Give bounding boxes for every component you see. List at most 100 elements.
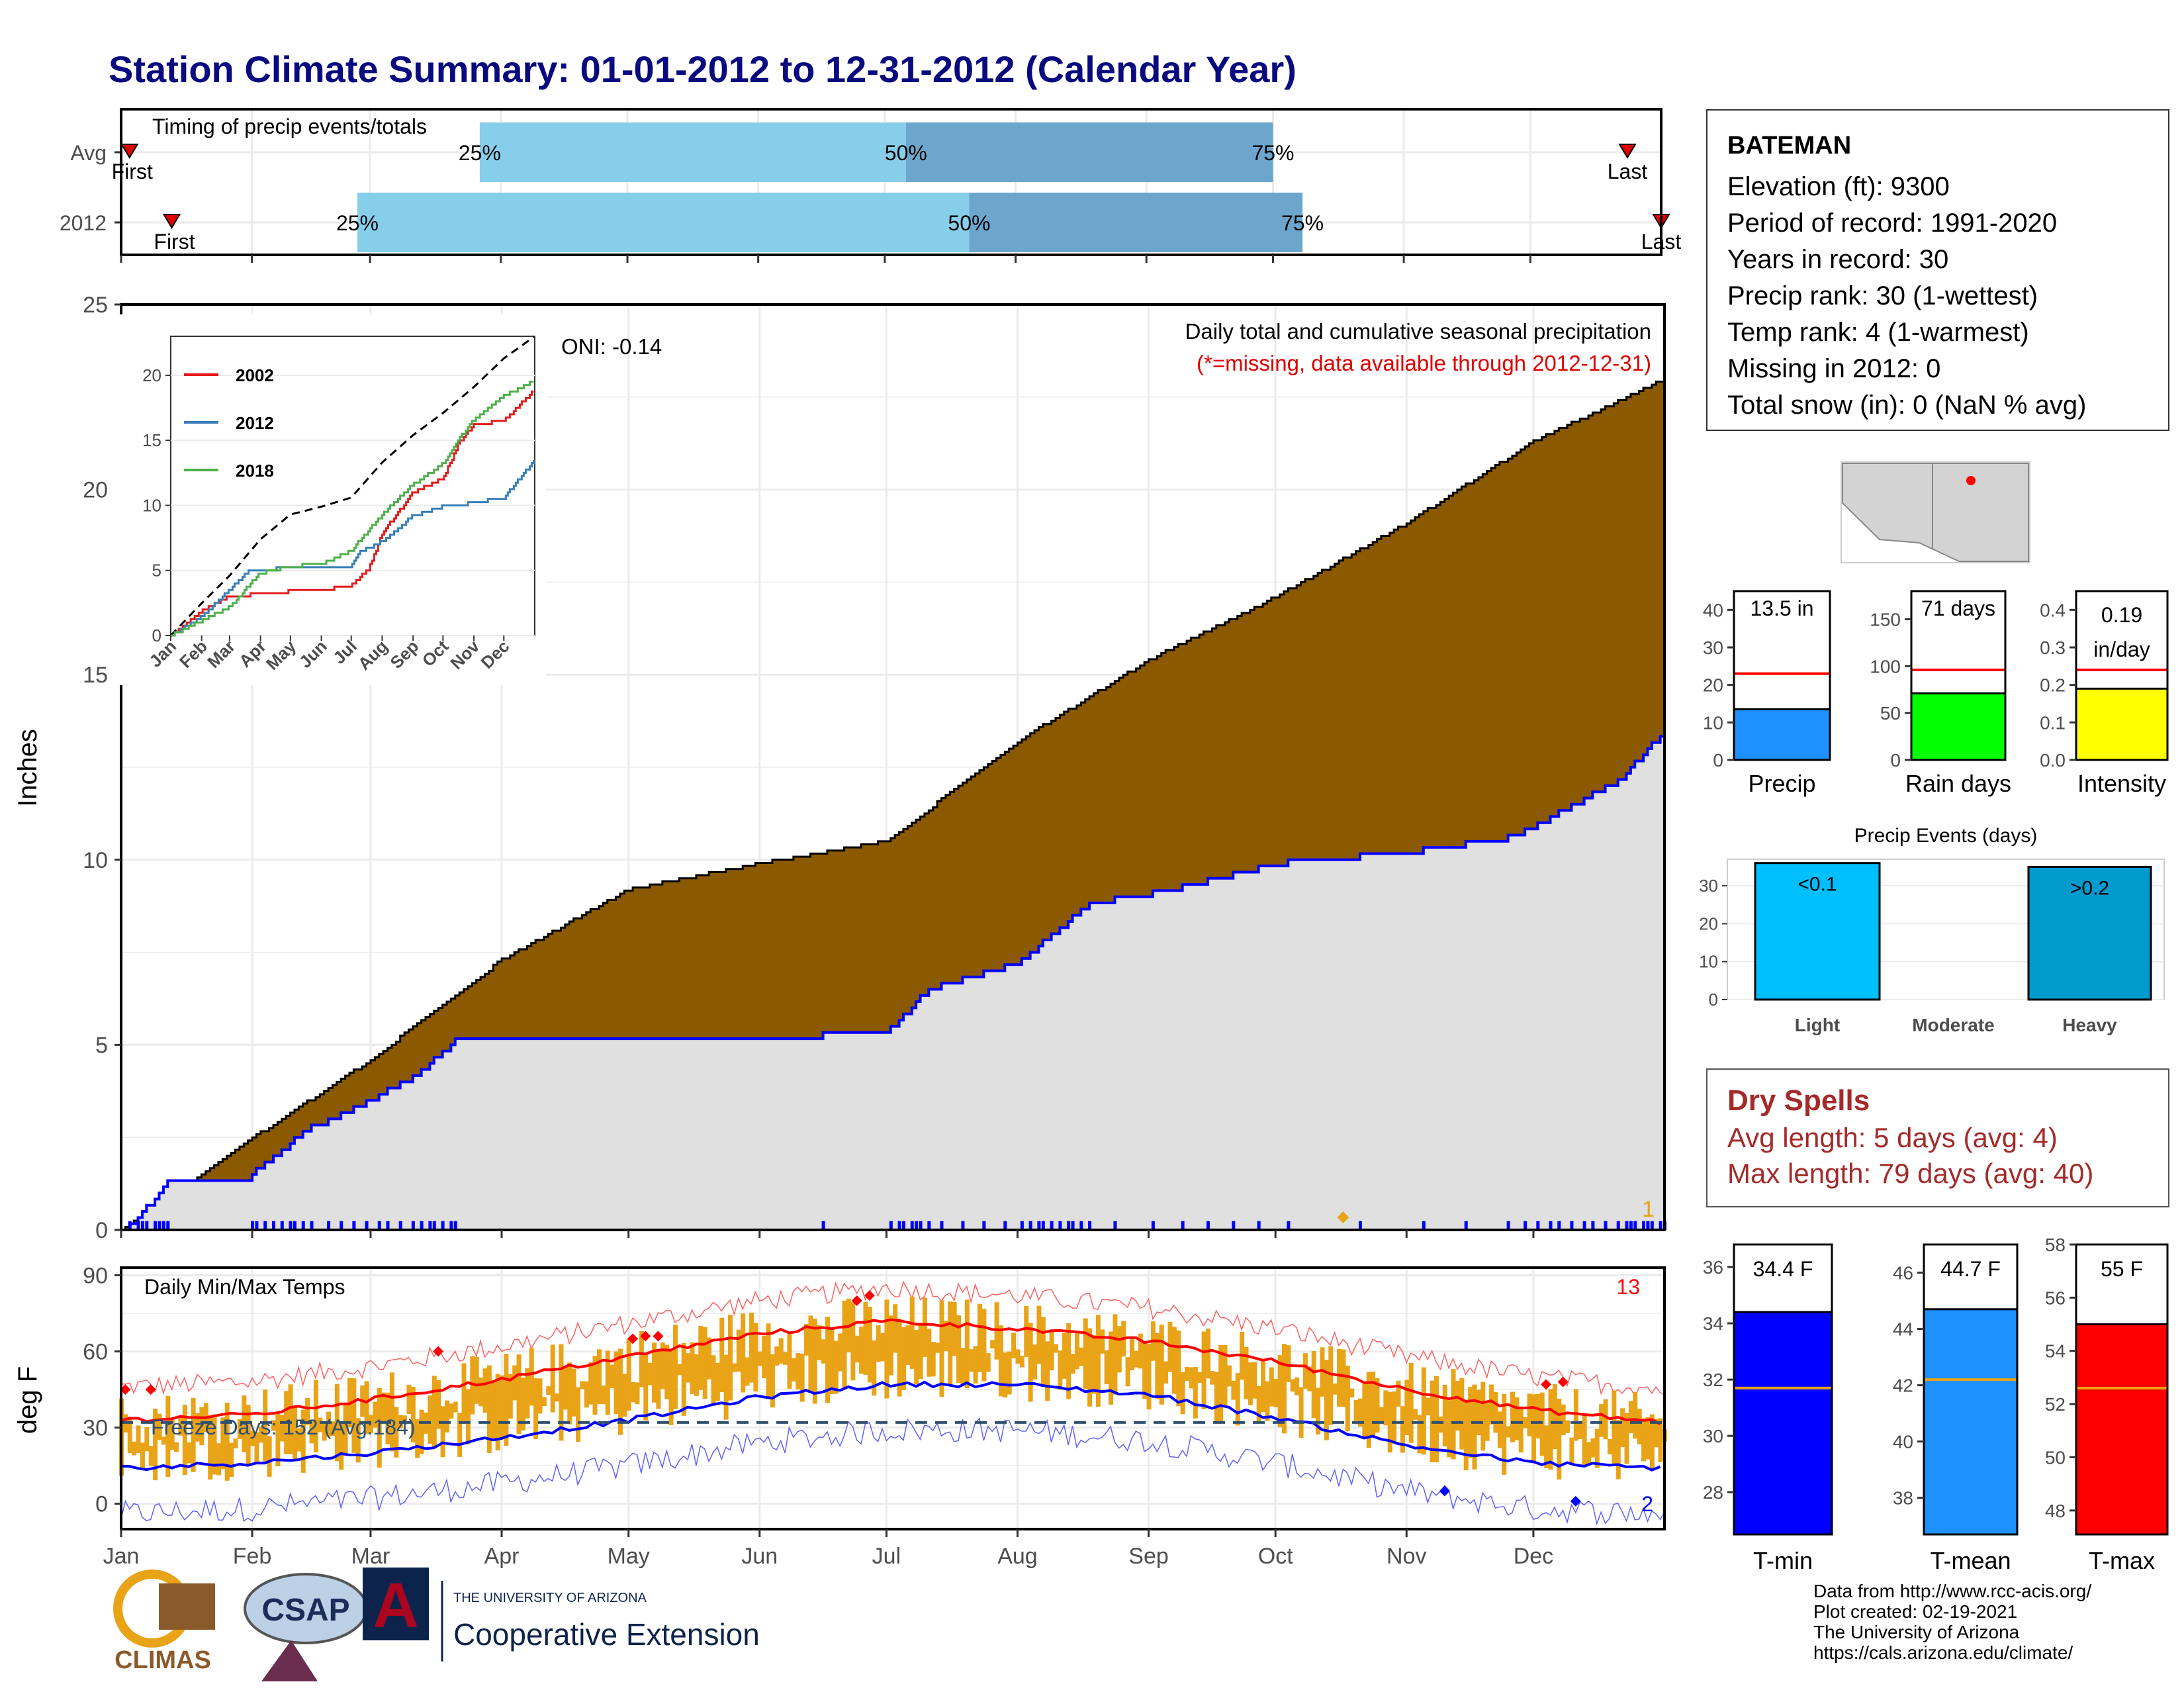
daily-precip-bar: [1570, 1221, 1574, 1230]
daily-precip-bar: [982, 1221, 986, 1230]
daily-temp-bar: [1062, 1333, 1067, 1379]
daily-precip-bar: [1557, 1221, 1561, 1230]
daily-temp-bar: [610, 1364, 615, 1388]
daily-temp-bar: [1142, 1341, 1148, 1399]
dry-spells-max: Max length: 79 days (avg: 40): [1727, 1158, 2094, 1189]
y-tick-label: 10: [83, 848, 108, 873]
event-bar: [2027, 865, 2152, 1001]
daily-temp-bar: [267, 1436, 272, 1477]
temp-summary-tick-label: 56: [2045, 1288, 2066, 1308]
daily-temp-bar: [1641, 1418, 1647, 1462]
daily-temp-bar: [263, 1389, 268, 1464]
first-event-label: First: [154, 230, 195, 254]
record-high-count: 13: [1616, 1275, 1640, 1299]
daily-temp-bar: [318, 1417, 323, 1432]
daily-precip-bar: [1088, 1221, 1092, 1230]
daily-temp-bar: [351, 1378, 357, 1453]
logos: CLIMAS CSAP A THE UNIVERSITY OF ARIZONA Coop…: [113, 1568, 760, 1681]
daily-temp-bar: [762, 1335, 767, 1379]
month-label: Apr: [484, 1544, 520, 1569]
daily-temp-bar: [1506, 1426, 1511, 1438]
daily-temp-bar: [867, 1307, 872, 1383]
daily-precip-bar: [1633, 1221, 1637, 1230]
daily-temp-bar: [410, 1387, 416, 1443]
daily-temp-bar: [1079, 1347, 1084, 1366]
daily-temp-bar: [537, 1378, 543, 1414]
daily-temp-bar: [237, 1419, 242, 1439]
daily-temp-bar: [1523, 1417, 1528, 1429]
daily-precip-bar: [1582, 1221, 1586, 1230]
daily-temp-bar: [292, 1406, 297, 1461]
temp-summary-bar: [1923, 1308, 2019, 1536]
daily-precip-bar: [1358, 1221, 1362, 1230]
station-name: BATEMAN: [1727, 132, 1852, 160]
daily-temp-bar: [402, 1415, 408, 1424]
record-high-marker: [851, 1295, 862, 1306]
daily-temp-bar: [1569, 1437, 1574, 1465]
daily-temp-bar: [799, 1353, 805, 1402]
daily-precip-bar: [161, 1221, 165, 1230]
daily-temp-bar: [935, 1342, 940, 1353]
daily-temp-bar: [368, 1415, 373, 1433]
daily-precip-bar: [386, 1221, 390, 1230]
station-precip-rank: Precip rank: 30 (1-wettest): [1727, 281, 2038, 310]
daily-temp-bar: [144, 1427, 150, 1452]
month-label: Nov: [1387, 1544, 1426, 1569]
daily-temp-bar: [428, 1395, 433, 1444]
daily-temp-bar: [1210, 1371, 1215, 1385]
record-high-marker: [120, 1384, 131, 1395]
inset-series-2002: [171, 391, 534, 637]
credit-line: https://cals.arizona.edu/climate/: [1813, 1642, 2073, 1663]
daily-temp-bar: [169, 1419, 175, 1450]
daily-temp-bar: [1417, 1415, 1422, 1454]
inset-y-tick-label: 10: [142, 495, 161, 515]
daily-precip-bar: [1629, 1221, 1633, 1230]
daily-temp-bar: [880, 1333, 886, 1362]
daily-temp-bar: [635, 1382, 640, 1405]
summary-bar: [1733, 708, 1831, 761]
temp-summary-frame: [2075, 1243, 2169, 1536]
daily-temp-bar: [449, 1403, 454, 1419]
first-event-marker: [162, 214, 181, 229]
daily-temp-bar: [1565, 1420, 1570, 1433]
event-category-label: Heavy: [2062, 1015, 2117, 1035]
daily-temp-bar: [132, 1441, 137, 1456]
daily-temp-bar: [1015, 1349, 1021, 1364]
daily-temp-bar: [854, 1335, 860, 1363]
timing-frame: [120, 108, 1662, 256]
temp-summary-tick-label: 50: [2045, 1447, 2066, 1468]
temp-panel: Daily Min/Max Temps Freeze Days: 152 (Avg…: [13, 1264, 1667, 1569]
daily-temp-bar: [1527, 1393, 1532, 1436]
daily-temp-bar: [394, 1407, 399, 1458]
daily-temp-bar: [1028, 1323, 1033, 1402]
station-elevation: Elevation (ft): 9300: [1727, 172, 1950, 201]
daily-temp-bar: [199, 1407, 205, 1446]
daily-temp-bar: [1222, 1344, 1228, 1405]
daily-temp-bar: [1189, 1367, 1194, 1389]
inset-y-tick-label: 5: [152, 561, 161, 581]
temp-summary-value: 34.4 F: [1753, 1257, 1813, 1281]
temp-summary-tick-label: 38: [1893, 1488, 1913, 1509]
record-high-marker: [653, 1331, 664, 1342]
temp-summary-tick-label: 46: [1893, 1263, 1913, 1284]
summary-bars: 0 10 20 30 40 Precip 13.5 in 0 50 100 150 Rain days…: [1703, 590, 2169, 797]
daily-temp-bar: [757, 1351, 762, 1366]
temp-summary-tick-label: 36: [1703, 1257, 1723, 1278]
daily-temp-bar: [1032, 1344, 1038, 1380]
precip-events-chart: Light <0.1 Moderate Heavy >0.2 0 10 20 30 Precip …: [1699, 825, 2165, 1035]
timing-bar-50-75: [905, 122, 1273, 182]
daily-temp-bar: [1535, 1393, 1541, 1439]
daily-temp-bar: [668, 1351, 674, 1425]
daily-temp-bar: [977, 1303, 982, 1372]
daily-temp-bar: [567, 1362, 572, 1425]
daily-temp-bar: [715, 1362, 720, 1401]
first-event-label: First: [112, 160, 153, 183]
daily-temp-bar: [385, 1392, 390, 1444]
summary-value: 0.19: [2101, 603, 2142, 627]
month-label: Dec: [1514, 1544, 1553, 1569]
daily-temp-bar: [842, 1300, 847, 1389]
inset-series-2018: [171, 381, 534, 637]
daily-temp-bar: [1557, 1398, 1562, 1480]
daily-temp-bar: [1586, 1442, 1591, 1465]
month-label: Jun: [741, 1544, 778, 1569]
